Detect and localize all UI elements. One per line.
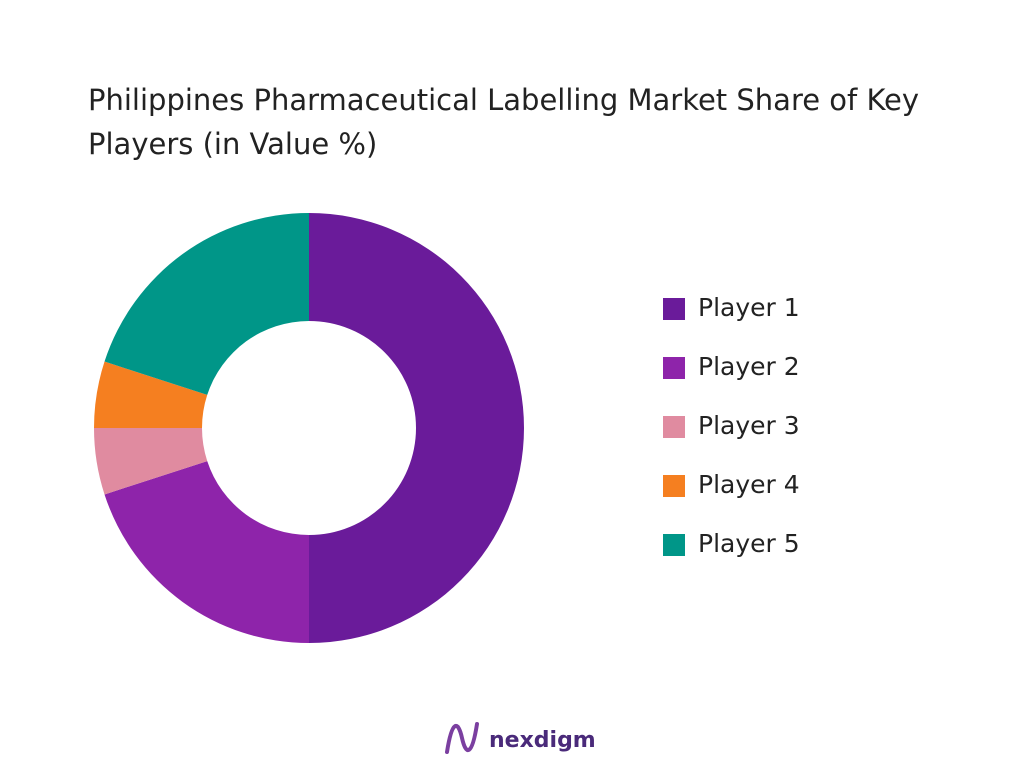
legend-label: Player 1 xyxy=(698,293,800,322)
chart-title: Philippines Pharmaceutical Labelling Mar… xyxy=(88,83,920,161)
legend-swatch xyxy=(663,298,685,320)
legend-swatch xyxy=(663,475,685,497)
logo-icon xyxy=(445,722,479,754)
donut-segment xyxy=(309,213,524,643)
brand-name: nexdigm xyxy=(489,728,596,753)
legend-label: Player 3 xyxy=(698,411,800,440)
legend-label: Player 4 xyxy=(698,470,800,499)
donut-segment xyxy=(94,428,208,495)
legend-swatch xyxy=(663,534,685,556)
brand-logo: nexdigm xyxy=(445,722,596,754)
legend-label: Player 2 xyxy=(698,352,800,381)
legend-label: Player 5 xyxy=(698,529,800,558)
legend-swatch xyxy=(663,357,685,379)
donut-segment xyxy=(104,461,309,643)
donut-segment xyxy=(94,361,208,428)
legend-swatch xyxy=(663,416,685,438)
donut-segment xyxy=(104,213,309,395)
